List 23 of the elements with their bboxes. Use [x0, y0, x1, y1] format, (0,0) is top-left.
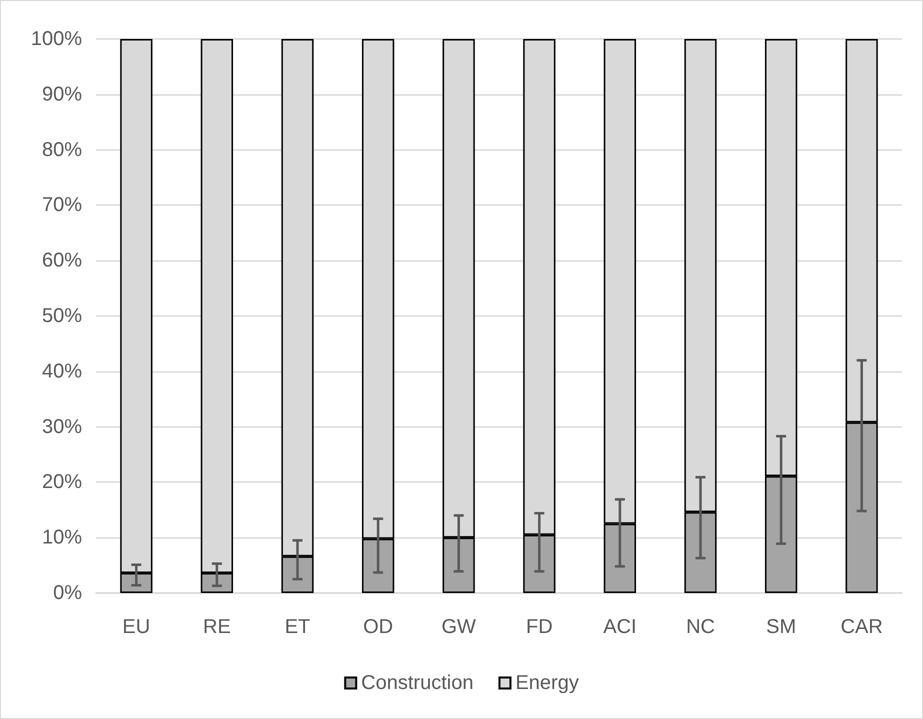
- y-tick-label: 50%: [42, 305, 82, 327]
- x-tick-label: SM: [766, 616, 796, 638]
- y-tick-label: 10%: [42, 526, 82, 549]
- x-tick-label: OD: [363, 616, 394, 638]
- legend-label: Construction: [361, 672, 474, 694]
- x-tick-label: ACI: [603, 616, 637, 638]
- legend-label: Energy: [515, 672, 579, 694]
- y-tick-label: 30%: [42, 416, 82, 438]
- x-tick-label: CAR: [840, 616, 883, 638]
- x-tick-label: RE: [203, 616, 231, 638]
- y-tick-label: 40%: [42, 360, 82, 382]
- x-tick-label: NC: [686, 616, 715, 638]
- y-tick-label: 60%: [42, 250, 82, 272]
- x-tick-label: EU: [122, 616, 150, 638]
- y-tick-label: 70%: [42, 194, 82, 216]
- y-tick-label: 90%: [42, 83, 82, 106]
- x-tick-label: ET: [284, 616, 310, 638]
- y-tick-label: 20%: [42, 471, 82, 494]
- x-tick-label: FD: [526, 616, 553, 638]
- x-tick-label: GW: [441, 616, 476, 638]
- y-tick-label: 0%: [53, 582, 82, 604]
- y-tick-label: 100%: [30, 28, 82, 50]
- y-tick-label: 80%: [42, 138, 82, 161]
